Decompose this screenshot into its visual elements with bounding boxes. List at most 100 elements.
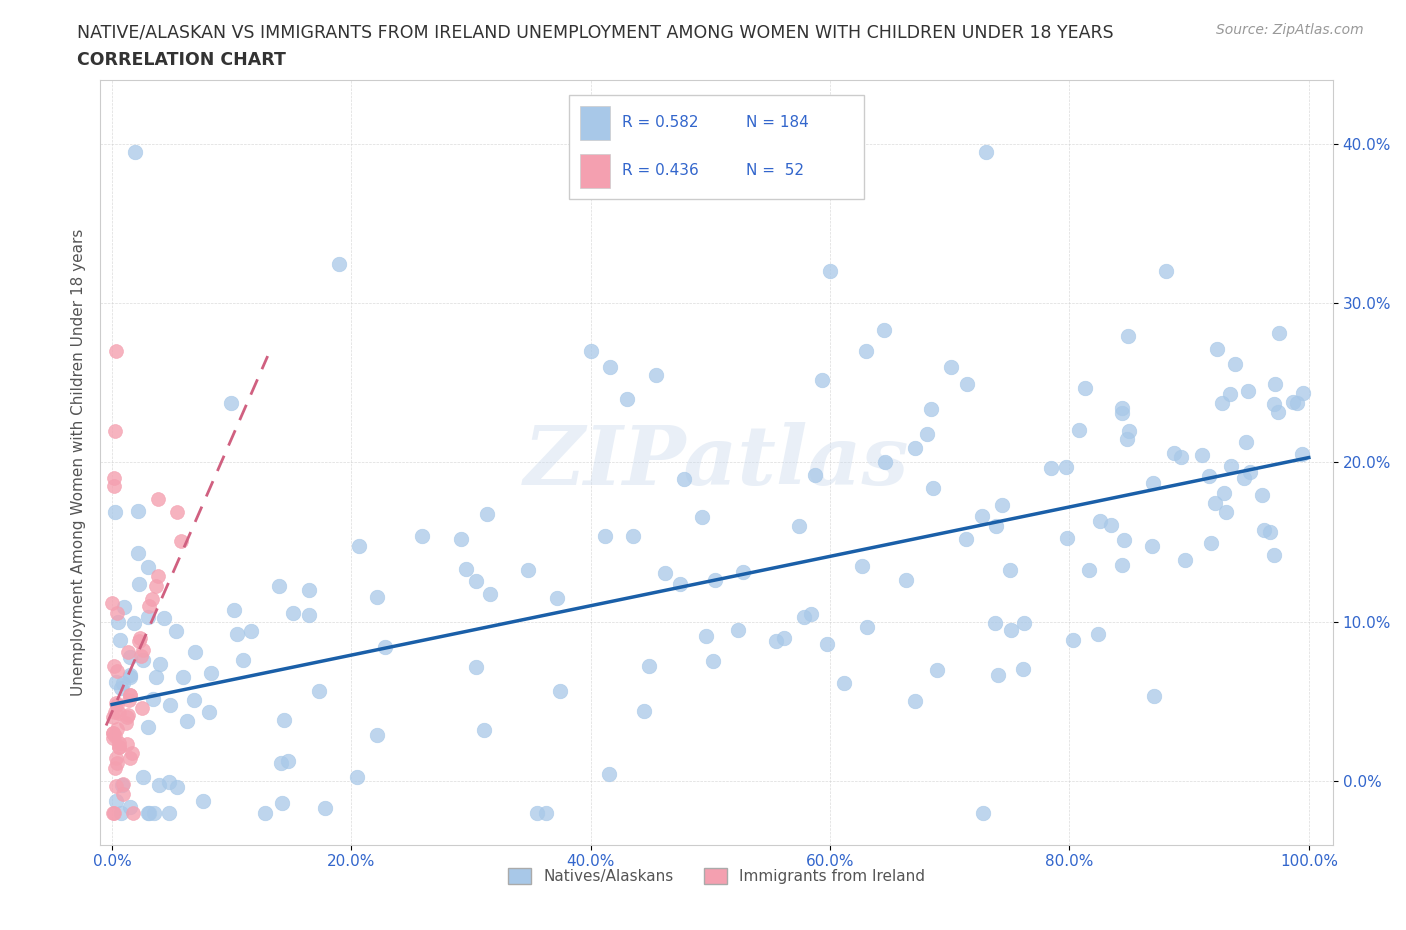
Text: CORRELATION CHART: CORRELATION CHART [77, 51, 287, 69]
Point [105, 722, 128, 737]
Point [1012, 662, 1035, 677]
Point [1213, 485, 1236, 500]
Point [1115, 432, 1137, 446]
Point [695, 629, 717, 644]
Point [818, 264, 841, 279]
Point [105, 751, 128, 765]
Point [132, 643, 155, 658]
Point [815, 636, 838, 651]
Point [1206, 341, 1229, 356]
Point [599, 359, 621, 374]
Point [450, 531, 472, 546]
Point [328, 256, 350, 271]
Point [1174, 552, 1197, 567]
Point [105, 698, 128, 712]
Point [672, 472, 695, 486]
Point [1111, 405, 1133, 420]
Point [534, 805, 557, 820]
Point [939, 360, 962, 375]
Point [104, 423, 127, 438]
Point [1219, 387, 1241, 402]
Point [1282, 395, 1305, 410]
Point [347, 538, 370, 553]
Point [136, 805, 159, 820]
Point [129, 648, 152, 663]
Point [118, 751, 141, 765]
Point [148, 569, 170, 584]
Point [118, 693, 141, 708]
Point [1140, 538, 1163, 553]
Point [128, 577, 150, 591]
Point [811, 373, 834, 388]
Point [478, 587, 501, 602]
Point [104, 343, 127, 358]
Point [157, 805, 180, 820]
Point [143, 805, 166, 820]
Y-axis label: Unemployment Among Women with Children Under 18 years: Unemployment Among Women with Children U… [72, 229, 86, 696]
Point [1062, 632, 1084, 647]
Point [138, 598, 160, 613]
Point [1286, 396, 1309, 411]
Point [128, 633, 150, 648]
Point [1163, 445, 1185, 460]
Point [232, 653, 254, 668]
Point [690, 510, 713, 525]
Point [903, 694, 925, 709]
Point [1156, 263, 1178, 278]
Point [1292, 386, 1315, 401]
Point [374, 640, 396, 655]
Point [974, 144, 997, 159]
Point [200, 666, 222, 681]
Point [621, 528, 644, 543]
Point [1251, 487, 1274, 502]
Point [111, 787, 134, 802]
Point [270, 756, 292, 771]
Point [1039, 460, 1062, 475]
Point [1054, 459, 1077, 474]
Point [526, 805, 548, 820]
Point [105, 755, 128, 770]
Point [873, 323, 896, 338]
Point [1111, 400, 1133, 415]
Point [366, 589, 388, 604]
Point [638, 658, 661, 673]
Point [104, 793, 127, 808]
Point [1201, 536, 1223, 551]
Point [915, 427, 938, 442]
Point [277, 753, 299, 768]
Point [118, 687, 141, 702]
Point [986, 518, 1008, 533]
Point [704, 573, 727, 588]
Point [141, 591, 163, 606]
Point [1263, 397, 1285, 412]
Point [654, 565, 676, 580]
Point [103, 805, 125, 820]
Point [184, 644, 207, 659]
Point [105, 663, 128, 678]
Point [104, 705, 127, 720]
Point [1239, 465, 1261, 480]
Point [1267, 405, 1289, 419]
Point [153, 610, 176, 625]
Text: NATIVE/ALASKAN VS IMMIGRANTS FROM IRELAND UNEMPLOYMENT AMONG WOMEN WITH CHILDREN: NATIVE/ALASKAN VS IMMIGRANTS FROM IRELAN… [77, 23, 1114, 41]
Point [121, 805, 143, 820]
Point [224, 603, 246, 618]
Point [111, 777, 134, 792]
Point [101, 710, 124, 724]
Text: Source: ZipAtlas.com: Source: ZipAtlas.com [1216, 23, 1364, 37]
Point [166, 780, 188, 795]
Point [1116, 328, 1139, 343]
Point [308, 684, 330, 698]
Point [103, 479, 125, 494]
Point [1234, 434, 1257, 449]
Point [1000, 622, 1022, 637]
Point [104, 778, 127, 793]
Point [107, 615, 129, 630]
Point [598, 766, 620, 781]
Point [546, 591, 568, 605]
Point [1142, 689, 1164, 704]
Point [281, 605, 304, 620]
Point [346, 770, 368, 785]
Point [1223, 356, 1246, 371]
Point [159, 698, 181, 712]
